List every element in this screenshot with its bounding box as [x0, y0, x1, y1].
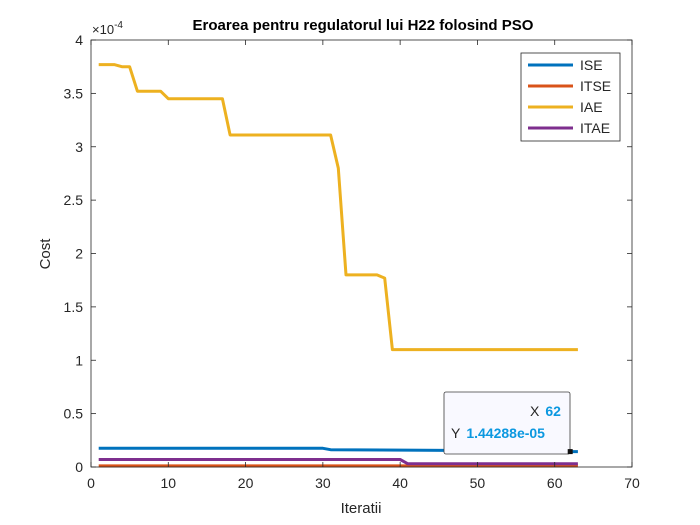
datatip-box	[443, 391, 571, 455]
y-tick-label: 0.5	[64, 406, 84, 422]
x-axis-label: Iteratii	[341, 500, 382, 517]
legend-label-ise: ISE	[580, 57, 603, 73]
legend-items: ISE ITSE IAE ITAE	[528, 57, 611, 136]
x-tick-label: 0	[87, 475, 95, 491]
y-tick-label: 3.5	[64, 85, 84, 101]
y-tick-label: 3	[75, 139, 83, 155]
datatip-x-value: 62	[545, 403, 561, 419]
datatip-y-value: 1.44288e-05	[466, 425, 545, 441]
datatip[interactable]: X 62 Y 1.44288e-05	[443, 391, 573, 455]
y-tick-label: 2	[75, 246, 83, 262]
legend-label-iae: IAE	[580, 99, 603, 115]
datatip-marker[interactable]	[567, 449, 573, 455]
y-tick-label: 4	[75, 32, 83, 48]
x-tick-label: 40	[392, 475, 408, 491]
y-exponent-base: ×10	[92, 22, 114, 37]
legend-box	[520, 52, 621, 142]
y-axis-label: Cost	[37, 238, 54, 270]
x-tick-label: 30	[315, 475, 331, 491]
x-tick-label: 10	[160, 475, 176, 491]
legend-label-itae: ITAE	[580, 120, 610, 136]
y-tick-label: 0	[75, 459, 83, 475]
datatip-y-label: Y	[451, 425, 461, 441]
x-tick-label: 50	[470, 475, 486, 491]
chart-title: Eroarea pentru regulatorul lui H22 folos…	[193, 17, 534, 34]
ticks-group: 0 10 20 30 40 50 60 70 0 0.5 1 1.5 2 2.5 3 3.5 4	[64, 32, 640, 491]
y-exponent-power: -4	[114, 20, 123, 31]
y-exponent-label: ×10-4	[92, 20, 123, 37]
legend[interactable]: ISE ITSE IAE ITAE	[520, 52, 621, 142]
datatip-y-row: Y 1.44288e-05	[451, 425, 545, 441]
datatip-x-row: X 62	[530, 403, 561, 419]
y-tick-label: 1.5	[64, 299, 84, 315]
legend-label-itse: ITSE	[580, 78, 611, 94]
x-tick-label: 60	[547, 475, 563, 491]
y-tick-label: 2.5	[64, 192, 84, 208]
x-tick-label: 20	[238, 475, 254, 491]
series-line-itae[interactable]	[98, 458, 578, 466]
datatip-x-label: X	[530, 403, 540, 419]
y-tick-label: 1	[75, 352, 83, 368]
series-line-iae[interactable]	[98, 63, 578, 352]
x-tick-label: 70	[624, 475, 640, 491]
